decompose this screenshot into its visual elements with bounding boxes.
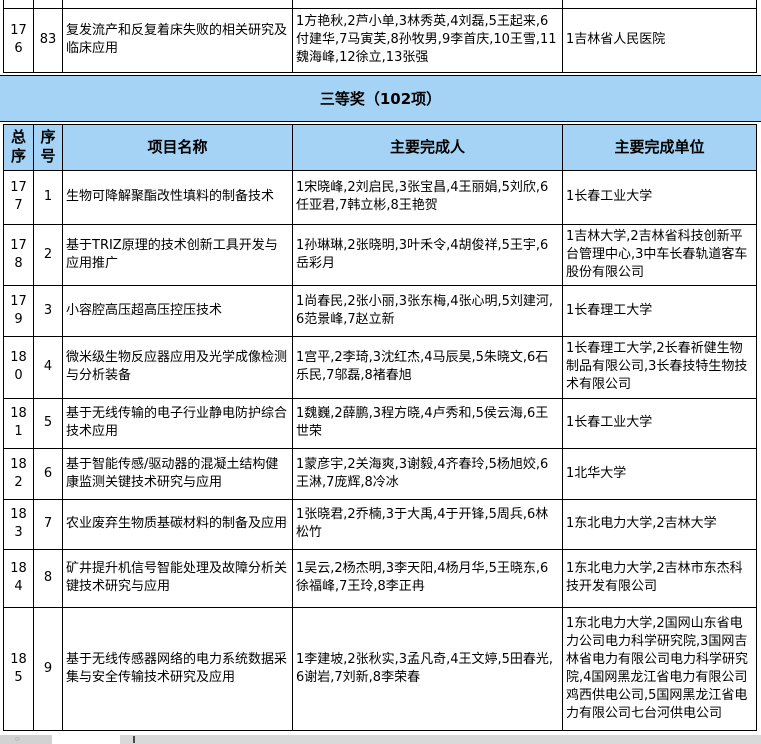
cell-main-units[interactable]: 1东北电力大学,2吉林大学 bbox=[562, 498, 757, 550]
cell-total-no[interactable]: 184 bbox=[3, 548, 34, 608]
cell-project-name[interactable]: 农业废弃生物质基碳材料的制备及应用 bbox=[62, 498, 293, 550]
cell-total-no[interactable]: 180 bbox=[3, 335, 34, 399]
section-title: 三等奖（102项） bbox=[319, 89, 442, 108]
cell-seq-no[interactable]: 5 bbox=[33, 397, 63, 449]
cell-main-completers[interactable]: 1张晓君,2乔楠,3于大禹,4于开锋,5周兵,6林松竹 bbox=[292, 498, 563, 550]
cell-main-units[interactable]: 1东北电力大学,2国网山东省电力公司电力科学研究院,3国网吉林省电力有限公司电力… bbox=[562, 606, 757, 731]
awards-table-third-prize: 总序 序号 项目名称 主要完成人 主要完成单位 177 1 生物可降解聚酯改性填… bbox=[3, 123, 757, 731]
horizontal-scrollbar-track[interactable] bbox=[120, 735, 761, 744]
table-row: 180 4 微米级生物反应器应用及光学成像检测与分析装备 1宫平,2李琦,3沈红… bbox=[3, 335, 757, 399]
col-header-main-units[interactable]: 主要完成单位 bbox=[562, 123, 757, 171]
cell-main-completers[interactable]: 1魏巍,2薛鹏,3程方晓,4卢秀和,5侯云海,6王世荣 bbox=[292, 397, 563, 449]
cell-total-no[interactable]: 181 bbox=[3, 397, 34, 449]
empty-cell[interactable] bbox=[562, 0, 757, 9]
cell-project-name[interactable]: 矿井提升机信号智能处理及故障分析关键技术研究与应用 bbox=[62, 548, 293, 608]
cell-main-units[interactable]: 1北华大学 bbox=[562, 447, 757, 500]
cell-project-name[interactable]: 微米级生物反应器应用及光学成像检测与分析装备 bbox=[62, 335, 293, 399]
cell-project-name[interactable]: 复发流产和反复着床失败的相关研究及临床应用 bbox=[62, 7, 293, 73]
empty-cell[interactable] bbox=[62, 0, 293, 9]
cell-seq-no[interactable]: 4 bbox=[33, 335, 63, 399]
cell-total-no[interactable]: 178 bbox=[3, 223, 34, 286]
table-row: 182 6 基于智能传感/驱动器的混凝土结构健康监测关键技术研究与应用 1蒙彦宇… bbox=[3, 447, 757, 500]
cell-main-completers[interactable]: 1孙琳琳,2张晓明,3叶禾令,4胡俊祥,5王宇,6岳彩月 bbox=[292, 223, 563, 286]
table-row: 179 3 小容腔高压超高压控压技术 1尚春民,2张小丽,3张东梅,4张心明,5… bbox=[3, 284, 757, 337]
scrollbar-gap bbox=[52, 735, 120, 744]
tab-scroll-arrows-icon: ‹› bbox=[14, 735, 21, 744]
table-row: 181 5 基于无线传输的电子行业静电防护综合技术应用 1魏巍,2薛鹏,3程方晓… bbox=[3, 397, 757, 449]
cell-seq-no[interactable]: 9 bbox=[33, 606, 63, 731]
partial-row bbox=[3, 0, 757, 9]
awards-table-upper: 176 83 复发流产和反复着床失败的相关研究及临床应用 1方艳秋,2芦小单,3… bbox=[3, 0, 757, 73]
table-row: 184 8 矿井提升机信号智能处理及故障分析关键技术研究与应用 1吴云,2杨杰明… bbox=[3, 548, 757, 608]
cell-seq-no[interactable]: 1 bbox=[33, 169, 63, 225]
cell-main-completers[interactable]: 1宫平,2李琦,3沈红杰,4马辰昊,5朱晓文,6石乐民,7邬磊,8褚春旭 bbox=[292, 335, 563, 399]
cell-total-no[interactable]: 183 bbox=[3, 498, 34, 550]
cell-main-units[interactable]: 1长春工业大学 bbox=[562, 169, 757, 225]
sheet-tab-scroll-control[interactable]: ‹› bbox=[0, 735, 52, 744]
empty-cell[interactable] bbox=[292, 0, 563, 9]
cell-main-units[interactable]: 1长春理工大学 bbox=[562, 284, 757, 337]
cell-main-completers[interactable]: 1吴云,2杨杰明,3李天阳,4杨月华,5王晓东,6徐福峰,7王玲,8李正冉 bbox=[292, 548, 563, 608]
cell-total-no[interactable]: 185 bbox=[3, 606, 34, 731]
scrollbar-thumb-edge[interactable] bbox=[133, 736, 135, 743]
col-header-seq-no[interactable]: 序号 bbox=[33, 123, 63, 171]
table-row: 185 9 基于无线传感器网络的电力系统数据采集与安全传输技术研究及应用 1李建… bbox=[3, 606, 757, 731]
cell-main-completers[interactable]: 1宋晓峰,2刘启民,3张宝昌,4王丽娟,5刘欣,6任亚君,7韩立彬,8王艳贺 bbox=[292, 169, 563, 225]
cell-total-no[interactable]: 177 bbox=[3, 169, 34, 225]
cell-total-no[interactable]: 182 bbox=[3, 447, 34, 500]
cell-seq-no[interactable]: 2 bbox=[33, 223, 63, 286]
section-header-third-prize[interactable]: 三等奖（102项） bbox=[0, 74, 761, 122]
table-row: 177 1 生物可降解聚酯改性填料的制备技术 1宋晓峰,2刘启民,3张宝昌,4王… bbox=[3, 169, 757, 225]
cell-total-no[interactable]: 179 bbox=[3, 284, 34, 337]
col-header-total-no[interactable]: 总序 bbox=[3, 123, 34, 171]
column-header-row: 总序 序号 项目名称 主要完成人 主要完成单位 bbox=[3, 123, 757, 171]
cell-seq-no[interactable]: 6 bbox=[33, 447, 63, 500]
col-header-project-name[interactable]: 项目名称 bbox=[62, 123, 293, 171]
cell-seq-no[interactable]: 8 bbox=[33, 548, 63, 608]
cell-project-name[interactable]: 小容腔高压超高压控压技术 bbox=[62, 284, 293, 337]
cell-project-name[interactable]: 生物可降解聚酯改性填料的制备技术 bbox=[62, 169, 293, 225]
empty-cell[interactable] bbox=[3, 0, 34, 9]
cell-main-units[interactable]: 1吉林省人民医院 bbox=[562, 7, 757, 73]
cell-project-name[interactable]: 基于TRIZ原理的技术创新工具开发与应用推广 bbox=[62, 223, 293, 286]
cell-main-units[interactable]: 1长春工业大学 bbox=[562, 397, 757, 449]
cell-total-no[interactable]: 176 bbox=[3, 7, 34, 73]
cell-project-name[interactable]: 基于无线传感器网络的电力系统数据采集与安全传输技术研究及应用 bbox=[62, 606, 293, 731]
table-row: 178 2 基于TRIZ原理的技术创新工具开发与应用推广 1孙琳琳,2张晓明,3… bbox=[3, 223, 757, 286]
table-row: 176 83 复发流产和反复着床失败的相关研究及临床应用 1方艳秋,2芦小单,3… bbox=[3, 7, 757, 73]
cell-seq-no[interactable]: 3 bbox=[33, 284, 63, 337]
cell-main-completers[interactable]: 1蒙彦宇,2关海爽,3谢毅,4齐春玲,5杨旭姣,6王淋,7庞辉,8冷冰 bbox=[292, 447, 563, 500]
cell-main-completers[interactable]: 1尚春民,2张小丽,3张东梅,4张心明,5刘建河,6范景峰,7赵立新 bbox=[292, 284, 563, 337]
cell-seq-no[interactable]: 7 bbox=[33, 498, 63, 550]
cell-seq-no[interactable]: 83 bbox=[33, 7, 63, 73]
cell-project-name[interactable]: 基于智能传感/驱动器的混凝土结构健康监测关键技术研究与应用 bbox=[62, 447, 293, 500]
cell-main-units[interactable]: 1长春理工大学,2长春祈健生物制品有限公司,3长春技特生物技术有限公司 bbox=[562, 335, 757, 399]
cell-main-completers[interactable]: 1方艳秋,2芦小单,3林秀英,4刘磊,5王起来,6付建华,7马寅芙,8孙牧男,9… bbox=[292, 7, 563, 73]
col-header-main-completers[interactable]: 主要完成人 bbox=[292, 123, 563, 171]
cell-main-units[interactable]: 1东北电力大学,2吉林市东杰科技开发有限公司 bbox=[562, 548, 757, 608]
table-row: 183 7 农业废弃生物质基碳材料的制备及应用 1张晓君,2乔楠,3于大禹,4于… bbox=[3, 498, 757, 550]
cell-project-name[interactable]: 基于无线传输的电子行业静电防护综合技术应用 bbox=[62, 397, 293, 449]
cell-main-completers[interactable]: 1李建坡,2张秋实,3孟凡奇,4王文婷,5田春光,6谢岩,7刘新,8李荣春 bbox=[292, 606, 563, 731]
empty-cell[interactable] bbox=[33, 0, 63, 9]
bottom-scrollbar-area: ‹› bbox=[0, 735, 761, 744]
cell-main-units[interactable]: 1吉林大学,2吉林省科技创新平台管理中心,3中车长春轨道客车股份有限公司 bbox=[562, 223, 757, 286]
